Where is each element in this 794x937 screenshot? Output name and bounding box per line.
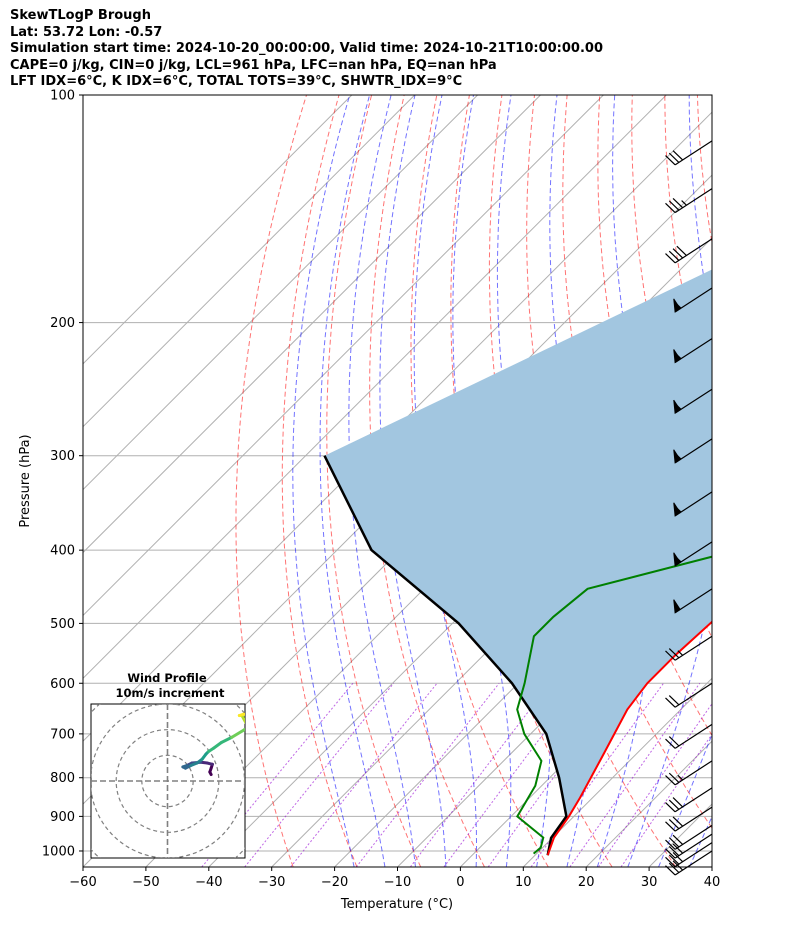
dewpoint-line	[516, 555, 712, 855]
mixing-ratio-line	[569, 683, 701, 867]
isotherm-line	[711, 866, 712, 867]
wind-barb	[665, 188, 713, 214]
wind-barb	[665, 760, 713, 786]
x-axis-label: Temperature (°C)	[340, 897, 453, 912]
mixing-ratio-line	[409, 682, 551, 867]
hodograph-title: Wind Profile	[127, 671, 207, 685]
dry-adiabat	[763, 95, 794, 867]
wind-barb	[673, 438, 713, 464]
chart-header: SkewTLogP Brough Lat: 53.72 Lon: -0.57 S…	[10, 8, 603, 91]
wind-barb	[673, 588, 713, 614]
indices-line-2: LFT IDX=6°C, K IDX=6°C, TOTAL TOTS=39°C,…	[10, 74, 463, 90]
y-tick-label: 600	[50, 677, 75, 692]
y-tick-label: 1000	[42, 844, 75, 859]
y-axis-label: Pressure (hPa)	[18, 434, 33, 527]
y-tick-label: 100	[50, 89, 75, 104]
mixing-ratio-line	[290, 682, 438, 867]
wind-barb	[665, 723, 713, 749]
x-tick-label: −10	[384, 875, 411, 890]
y-tick-label: 800	[50, 771, 75, 786]
x-tick-label: −30	[258, 875, 285, 890]
isotherm-line	[83, 95, 478, 491]
hodograph-segment	[240, 714, 245, 725]
moist-adiabat	[319, 95, 386, 867]
moist-adiabat	[658, 733, 712, 867]
moist-adiabat	[348, 95, 416, 867]
x-tick-label: 0	[456, 875, 464, 890]
mixing-ratio-line	[620, 733, 712, 867]
location-line: Lat: 53.72 Lon: -0.57	[10, 24, 163, 40]
isotherm-line	[83, 95, 541, 554]
x-tick-label: −50	[132, 875, 159, 890]
wind-barb	[665, 787, 713, 813]
y-tick-label: 400	[50, 544, 75, 559]
mixing-ratio-line	[597, 702, 712, 867]
y-tick-label: 300	[50, 449, 75, 464]
y-tick-label: 200	[50, 316, 75, 331]
wind-barb	[673, 338, 713, 364]
wind-barb	[665, 850, 713, 876]
x-tick-label: 40	[704, 875, 721, 890]
wind-barb	[665, 824, 713, 850]
wind-barb	[665, 140, 713, 166]
axes: −60 −50 −40 −30 −20 −10 0 10 20 30 40 1000 900 800 700…	[42, 89, 720, 891]
dry-adiabat	[730, 95, 794, 867]
wind-barb	[673, 388, 713, 415]
moist-adiabat	[292, 95, 355, 867]
y-tick-label: 500	[50, 617, 75, 632]
dry-adiabat	[369, 95, 485, 867]
dry-adiabat	[281, 95, 358, 867]
dry-adiabat	[235, 95, 307, 867]
wind-barb	[673, 491, 713, 517]
hodograph-segment	[219, 735, 234, 744]
hodograph-segment	[212, 741, 223, 750]
isotherm-line	[334, 488, 712, 867]
y-tick-label: 700	[50, 727, 75, 742]
moist-adiabat	[720, 95, 794, 867]
profiles	[323, 455, 712, 856]
wind-barb	[665, 635, 713, 661]
mixing-ratio-line	[244, 682, 394, 867]
wind-barb	[673, 287, 713, 313]
isotherm-line	[83, 95, 604, 617]
moist-adiabat	[627, 95, 712, 867]
wind-barb	[665, 806, 713, 832]
chart-title: SkewTLogP Brough	[10, 8, 151, 23]
x-tick-label: −60	[69, 875, 96, 890]
x-tick-label: −40	[195, 875, 222, 890]
wind-barb	[665, 682, 713, 708]
wind-barb	[665, 842, 713, 868]
x-tick-label: 30	[641, 875, 658, 890]
hodograph-segment	[230, 728, 245, 739]
isotherm-line	[83, 95, 667, 680]
moist-adiabat	[413, 95, 477, 867]
wind-barbs	[665, 140, 713, 876]
time-line: Simulation start time: 2024-10-20_00:00:…	[10, 41, 603, 57]
hodograph-subtitle: 10m/s increment	[116, 686, 225, 700]
wind-barb	[665, 238, 713, 264]
wind-barb	[665, 833, 713, 859]
mixing-ratio-line	[530, 683, 664, 867]
wind-barb	[673, 541, 713, 567]
x-tick-label: 10	[515, 875, 532, 890]
isotherm-line	[83, 95, 353, 365]
y-tick-label: 900	[50, 810, 75, 825]
cape-cin-shade	[324, 269, 712, 856]
moist-adiabat	[379, 95, 447, 867]
x-tick-label: −20	[321, 875, 348, 890]
isotherm-line	[83, 95, 416, 428]
dry-adiabat	[326, 95, 422, 867]
isotherm-line	[522, 677, 712, 867]
indices-line-1: CAPE=0 j/kg, CIN=0 j/kg, LCL=961 hPa, LF…	[10, 57, 497, 73]
x-tick-label: 20	[578, 875, 595, 890]
shaded-region	[324, 269, 712, 856]
mixing-ratio-line	[355, 682, 500, 867]
hodograph: Wind Profile 10m/s increment	[90, 671, 246, 859]
temperature-line	[546, 620, 712, 856]
parcel-profile-line	[323, 455, 568, 856]
